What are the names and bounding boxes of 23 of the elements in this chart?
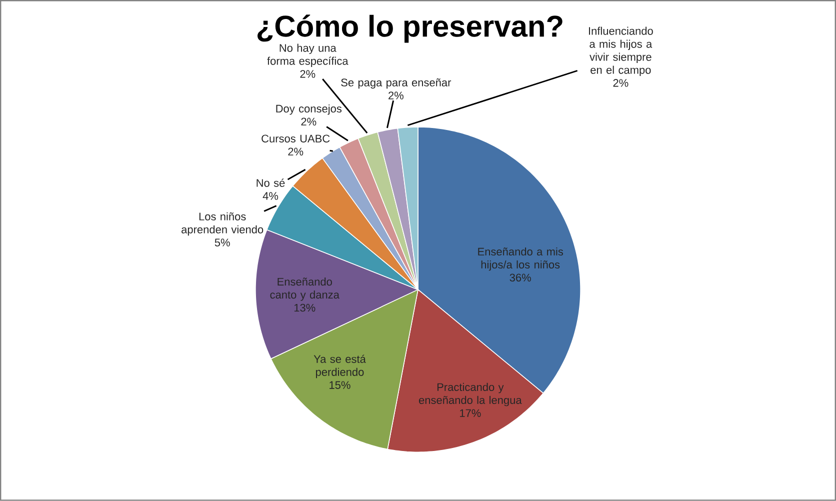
data-label: 5% xyxy=(214,238,230,246)
data-label: 2% xyxy=(300,70,316,78)
chart-title: ¿Cómo lo preservan? xyxy=(258,14,562,43)
data-label: 13% xyxy=(294,304,316,312)
slice-label: No hay una forma específica xyxy=(267,44,348,68)
slice-label: Practicando y enseñando la lengua xyxy=(418,382,522,406)
slice-label: Los niños aprenden viendo xyxy=(182,212,264,236)
slice-label: No sé xyxy=(256,178,285,187)
data-label: 17% xyxy=(460,409,481,418)
data-label: 2% xyxy=(388,92,404,100)
slice-label: Enseñando a mis hijos/a los niños xyxy=(478,248,564,271)
data-label: 2% xyxy=(288,148,304,156)
slice-label: Enseñando canto y danza xyxy=(270,278,340,301)
data-label: 36% xyxy=(510,274,531,282)
slice-label: Ya se está perdiendo xyxy=(314,354,366,378)
slice-label: Se paga para enseñar xyxy=(341,78,452,89)
slice-label: Doy consejos xyxy=(276,104,342,115)
slice-label: Cursos UABC xyxy=(262,134,330,143)
data-label: 4% xyxy=(262,192,278,200)
data-label: 15% xyxy=(330,381,350,390)
data-label: 2% xyxy=(613,79,628,87)
data-label: 2% xyxy=(301,118,316,126)
slice-label: Influenciando a mis hijos a vivir siempre en el campo xyxy=(589,26,653,76)
